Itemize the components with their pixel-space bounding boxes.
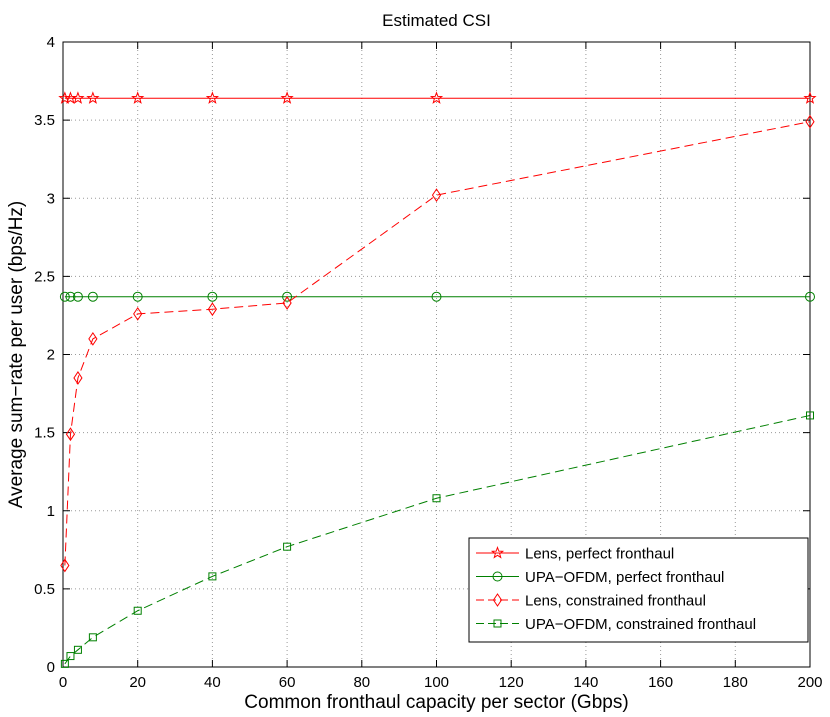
data-point [283,542,292,551]
legend-label: Lens, constrained fronthaul [525,593,706,610]
x-tick-label: 20 [129,674,146,691]
y-axis-label: Average sum−rate per user (bps/Hz) [6,201,27,508]
series-4 [60,411,814,668]
x-tick-label: 160 [648,674,673,691]
y-tick-label: 1.5 [34,425,55,442]
y-tick-label: 3 [47,190,55,207]
data-point [207,291,218,302]
x-tick-label: 40 [204,674,221,691]
data-point [806,411,814,420]
data-point [280,91,294,104]
x-tick-label: 180 [723,674,748,691]
y-tick-label: 0 [47,659,55,676]
x-tick-label: 200 [797,674,822,691]
data-point [431,188,442,203]
data-point [429,91,444,104]
data-point [73,645,82,654]
y-tick-label: 3.5 [34,112,55,129]
data-point [87,291,98,302]
series-3 [60,114,815,573]
y-tick-label: 1 [47,503,55,520]
series-layer [58,91,817,668]
data-point [131,91,145,104]
data-point [132,291,143,302]
data-point [88,633,97,642]
legend-label: UPA−OFDM, perfect fronthaul [525,569,724,586]
legend-marker [493,619,502,628]
legend-marker [492,593,503,607]
data-point [73,371,83,385]
legend-marker [490,546,505,559]
x-tick-label: 120 [499,674,524,691]
series-line [64,414,811,665]
data-point [431,291,442,302]
data-point [208,572,217,581]
legend: Lens, perfect fronthaul UPA−OFDM, perfect… [468,537,809,643]
legend-marker [492,571,503,582]
data-point [86,91,100,104]
data-point [133,306,143,321]
data-point [88,331,98,346]
y-tick-label: 4 [47,34,55,51]
legend-label: Lens, perfect fronthaul [525,546,674,563]
series-1 [58,91,817,104]
data-point [66,652,75,661]
x-tick-label: 60 [279,674,296,691]
x-tick-label: 100 [424,674,449,691]
data-point [59,291,70,302]
data-point [205,91,219,104]
data-point [432,494,441,503]
x-tick-label: 0 [59,674,67,691]
series-2 [59,291,815,302]
x-axis-label: Common fronthaul capacity per sector (Gb… [244,692,628,713]
legend-box [468,537,809,643]
data-point [805,291,815,302]
axis-ticks: 0 20 40 60 80 100 120 140 160 180 200 0 0.5 1 1.5 2 2.5 3… [34,34,822,691]
x-tick-label: 140 [573,674,598,691]
data-point [282,291,293,302]
chart-title: Estimated CSI [382,11,491,30]
y-tick-label: 2.5 [34,268,55,285]
series-line [64,121,811,566]
data-point [65,427,76,442]
data-point [282,296,292,310]
y-tick-label: 0.5 [34,581,55,598]
data-point [803,91,817,104]
data-point [805,114,815,129]
data-point [72,291,83,302]
data-point [133,606,142,615]
legend-label: UPA−OFDM, constrained fronthaul [525,616,756,633]
data-point [65,291,76,302]
data-point [71,91,85,104]
x-tick-label: 80 [353,674,370,691]
y-tick-label: 2 [47,347,55,364]
data-point [207,302,218,317]
grid [63,42,810,667]
data-point [60,558,70,573]
data-point [60,659,69,668]
